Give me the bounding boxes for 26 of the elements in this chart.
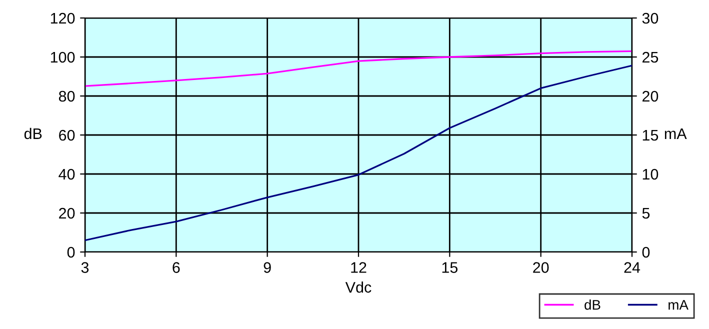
y2-tick-label: 5: [642, 208, 650, 219]
y-tick-label: 60: [59, 130, 75, 141]
x-tick-label: 24: [624, 262, 640, 273]
y-tick-label: 0: [67, 246, 75, 258]
y2-axis-title: mA: [664, 128, 687, 139]
y-tick-label: 20: [59, 208, 75, 219]
x-tick-label: 6: [172, 262, 180, 273]
y2-tick-label: 20: [642, 90, 658, 102]
x-axis-title: Vdc: [345, 282, 372, 293]
y2-tick-label: 25: [642, 52, 658, 63]
legend-label: mA: [668, 300, 688, 310]
x-tick-label: 20: [533, 262, 549, 273]
y-tick-label: 80: [58, 90, 75, 102]
y2-tick-label: 15: [642, 130, 658, 141]
x-tick-label: 15: [442, 262, 458, 273]
x-tick-label: 9: [264, 262, 271, 273]
legend-label: dB: [584, 300, 600, 310]
x-tick-label: 12: [351, 262, 366, 273]
y2-tick-label: 0: [642, 246, 650, 258]
y2-tick-label: 30: [642, 12, 658, 24]
y2-tick-label: 10: [642, 168, 658, 180]
y-tick-label: 40: [58, 168, 75, 180]
y-tick-label: 120: [50, 12, 75, 24]
x-tick-label: 3: [81, 262, 89, 273]
y-tick-label: 100: [50, 52, 75, 63]
y-axis-title: dB: [24, 128, 42, 140]
